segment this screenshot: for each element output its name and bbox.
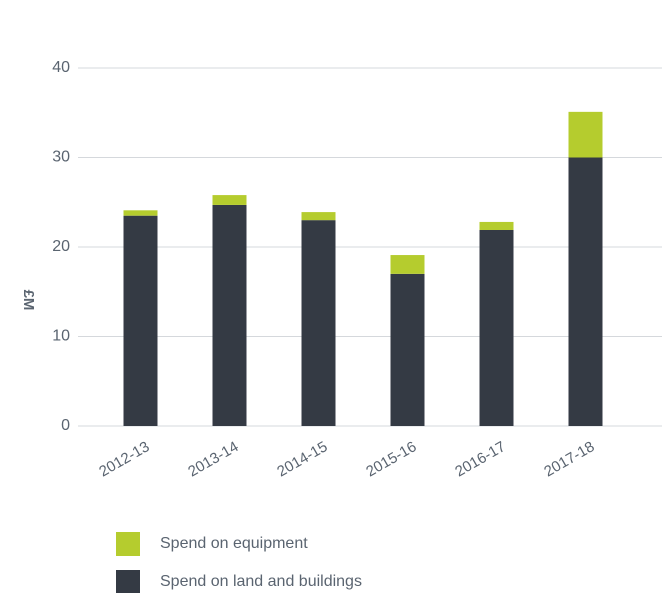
x-tick-label: 2012-13 — [96, 438, 152, 480]
bar-segment — [390, 273, 425, 426]
legend-swatch — [116, 570, 140, 593]
bar-segment — [123, 215, 158, 426]
x-tick-label: 2015-16 — [363, 438, 419, 480]
y-tick-label: 10 — [52, 328, 70, 345]
bar-segment — [301, 220, 336, 426]
y-tick-label: 40 — [52, 59, 70, 76]
y-tick-label: 20 — [52, 238, 70, 255]
bar-segment — [301, 212, 336, 221]
bar-segment — [568, 157, 603, 426]
legend-swatch — [116, 532, 140, 556]
y-tick-label: 30 — [52, 149, 70, 166]
y-tick-label: 0 — [61, 417, 70, 434]
bar-segment — [568, 111, 603, 158]
legend-label: Spend on land and buildings — [160, 573, 362, 590]
bar-segment — [212, 195, 247, 205]
bar-segment — [479, 229, 514, 426]
bar-segment — [479, 221, 514, 230]
y-axis-label: £M — [20, 290, 37, 311]
legend-label: Spend on equipment — [160, 535, 308, 552]
bar-segment — [390, 255, 425, 274]
x-tick-label: 2014-15 — [274, 438, 330, 480]
bar-segment — [212, 204, 247, 426]
bar-segment — [123, 210, 158, 216]
x-tick-label: 2013-14 — [185, 438, 241, 480]
x-tick-label: 2016-17 — [452, 438, 508, 480]
x-tick-label: 2017-18 — [541, 438, 597, 480]
